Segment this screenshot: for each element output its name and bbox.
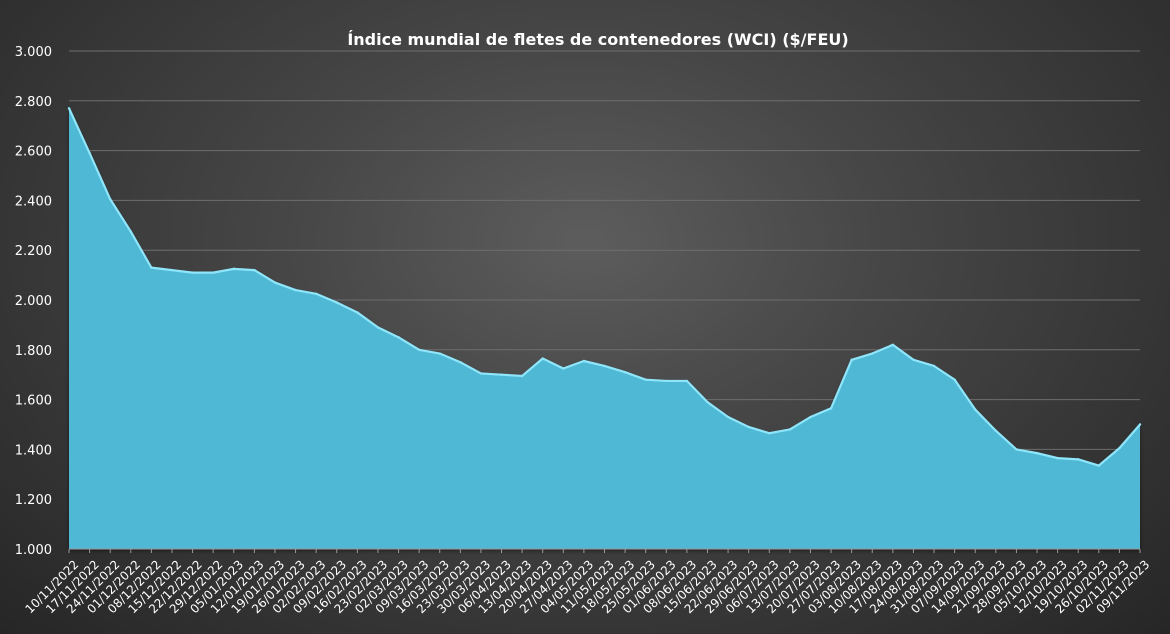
data-point (747, 425, 750, 429)
data-point (1035, 451, 1039, 455)
data-point (726, 415, 730, 419)
data-point (459, 361, 462, 364)
data-point (541, 357, 544, 360)
data-point (88, 151, 91, 155)
data-point (850, 358, 853, 361)
data-point (768, 432, 771, 435)
data-point (170, 268, 174, 272)
data-point (150, 266, 153, 269)
y-tick-label: 2.200 (15, 244, 52, 259)
data-point (397, 336, 400, 339)
data-point (520, 374, 524, 378)
data-point (1077, 458, 1080, 461)
y-tick-label: 2.800 (15, 95, 52, 110)
data-point (706, 400, 709, 404)
data-point (623, 371, 627, 374)
data-point (932, 364, 936, 368)
data-point (129, 230, 132, 233)
y-tick-label: 3.000 (15, 45, 52, 60)
data-point (974, 408, 977, 411)
data-point (253, 268, 256, 272)
data-point (829, 407, 833, 410)
y-tick-label: 1.000 (15, 543, 52, 558)
y-axis-ticks: 1.000 1.200 1.400 1.600 1.800 2.000 2.200 2.400… (15, 45, 52, 558)
data-point (211, 271, 215, 274)
y-tick-label: 1.200 (15, 493, 52, 508)
y-tick-label: 1.400 (15, 443, 52, 458)
data-point (562, 367, 565, 370)
data-point (994, 429, 998, 432)
data-point (1015, 448, 1018, 451)
data-point (953, 378, 956, 381)
data-point (294, 288, 297, 292)
y-tick-label: 2.000 (15, 294, 52, 309)
data-point (479, 372, 483, 375)
data-point (356, 311, 359, 314)
y-tick-label: 2.600 (15, 145, 52, 160)
data-point (1138, 423, 1142, 426)
data-point (665, 379, 668, 383)
data-point (1118, 446, 1121, 450)
data-point (417, 348, 421, 351)
data-point (685, 379, 689, 383)
y-tick-label: 1.600 (15, 394, 52, 409)
data-point (603, 364, 606, 368)
data-point (500, 373, 503, 376)
data-point (1056, 456, 1059, 460)
data-point (644, 378, 647, 381)
data-point (314, 292, 318, 295)
x-axis-ticks: 10/11/202217/11/202224/11/202201/12/2022… (23, 549, 1152, 616)
data-point (273, 281, 277, 284)
data-point (871, 352, 874, 355)
data-point (1097, 464, 1101, 467)
chart-title: Índice mundial de fletes de contenedores… (347, 30, 848, 49)
data-point (912, 358, 915, 361)
data-point (788, 428, 792, 431)
data-point (67, 107, 71, 110)
data-point (582, 359, 586, 363)
area-fill (69, 108, 1140, 550)
data-point (335, 301, 338, 304)
data-point (438, 352, 441, 355)
data-point (191, 271, 194, 274)
y-tick-label: 2.400 (15, 194, 52, 209)
series-area (67, 107, 1142, 550)
data-point (809, 415, 812, 419)
y-tick-label: 1.800 (15, 344, 52, 359)
data-point (232, 267, 235, 271)
data-point (108, 197, 112, 201)
data-point (891, 343, 895, 347)
data-point (376, 326, 380, 329)
